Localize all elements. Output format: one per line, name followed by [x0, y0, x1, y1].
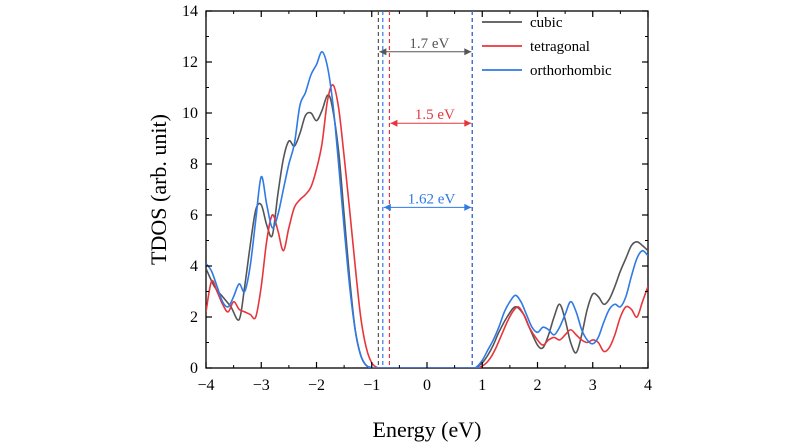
y-tick-label: 2 [190, 309, 198, 326]
series-lines [206, 51, 648, 368]
gap-arrowhead-right-1 [464, 119, 472, 127]
x-tick-label: −3 [253, 377, 270, 394]
gap-label-1: 1.5 eV [415, 107, 455, 123]
gap-label-0: 1.7 eV [409, 36, 449, 52]
legend-label-tetragonal: tetragonal [530, 39, 590, 55]
y-axis-title: TDOS (arb. unit) [146, 114, 171, 265]
x-tick-label: 0 [423, 377, 431, 394]
y-tick-label: 14 [182, 3, 198, 20]
x-tick-label: −4 [197, 377, 214, 394]
gap-arrowhead-right-0 [464, 48, 472, 56]
gap-arrowhead-left-1 [390, 119, 398, 127]
gap-arrowhead-left-2 [383, 203, 391, 211]
series-line-orthorhombic [206, 51, 648, 368]
x-tick-label: −1 [363, 377, 380, 394]
legend-label-cubic: cubic [530, 15, 563, 31]
series-line-cubic [206, 94, 648, 368]
band-edge-lines [377, 11, 473, 368]
y-tick-label: 4 [190, 258, 198, 275]
y-tick-label: 10 [182, 105, 198, 122]
x-tick-label: 3 [589, 377, 597, 394]
y-tick-label: 12 [182, 54, 198, 71]
x-axis-title: Energy (eV) [373, 417, 482, 442]
legend-label-orthorhombic: orthorhombic [530, 63, 612, 79]
gap-label-2: 1.62 eV [408, 191, 456, 207]
y-tick-label: 8 [190, 156, 198, 173]
gap-arrowhead-right-2 [464, 203, 472, 211]
x-tick-label: 2 [534, 377, 542, 394]
gap-annotations: 1.7 eV 1.5 eV 1.62 eV [379, 36, 472, 211]
x-tick-label: 1 [478, 377, 486, 394]
x-tick-label: 4 [644, 377, 652, 394]
y-tick-label: 0 [190, 360, 198, 377]
y-tick-label: 6 [190, 207, 198, 224]
x-tick-label: −2 [308, 377, 325, 394]
legend: cubic tetragonal orthorhombic [482, 15, 612, 79]
gap-arrowhead-left-0 [379, 48, 387, 56]
